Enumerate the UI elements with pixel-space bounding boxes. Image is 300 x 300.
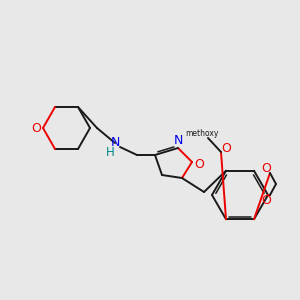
Text: O: O bbox=[31, 122, 41, 134]
Text: H: H bbox=[106, 146, 114, 158]
Text: O: O bbox=[261, 194, 271, 206]
Text: N: N bbox=[110, 136, 120, 148]
Text: methoxy: methoxy bbox=[185, 128, 219, 137]
Text: O: O bbox=[221, 142, 231, 155]
Text: N: N bbox=[173, 134, 183, 146]
Text: O: O bbox=[261, 161, 271, 175]
Text: O: O bbox=[194, 158, 204, 170]
